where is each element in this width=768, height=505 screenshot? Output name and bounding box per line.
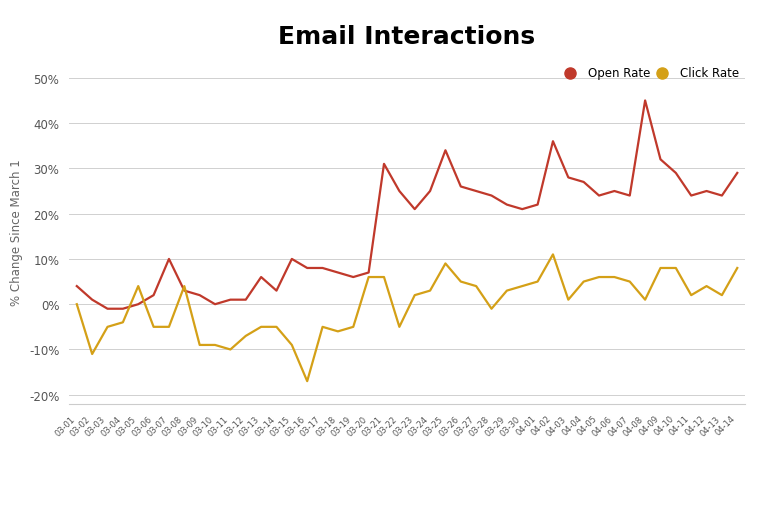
Click Rate [594,274,604,280]
Open Rate [733,171,742,177]
Open Rate [164,257,174,263]
Click Rate [333,329,343,335]
Open Rate [410,207,419,213]
Click Rate [579,279,588,285]
Click Rate [180,283,189,289]
Open Rate [333,270,343,276]
Open Rate [379,162,389,168]
Click Rate [88,351,97,358]
Open Rate [472,188,481,194]
Click Rate [641,297,650,303]
Click Rate [733,266,742,272]
Click Rate [717,292,727,298]
Click Rate [226,347,235,353]
Open Rate [149,292,158,298]
Open Rate [287,257,296,263]
Click Rate [241,333,250,339]
Open Rate [303,266,312,272]
Click Rate [564,297,573,303]
Line: Open Rate: Open Rate [77,102,737,309]
Click Rate [687,292,696,298]
Open Rate [364,270,373,276]
Legend: Open Rate, Click Rate: Open Rate, Click Rate [571,67,739,79]
Click Rate [349,324,358,330]
Click Rate [671,266,680,272]
Click Rate [625,279,634,285]
Open Rate [103,306,112,312]
Click Rate [456,279,465,285]
Open Rate [594,193,604,199]
Click Rate [210,342,220,348]
Click Rate [379,274,389,280]
Open Rate [502,202,511,208]
Click Rate [72,301,81,308]
Open Rate [395,188,404,194]
Click Rate [364,274,373,280]
Open Rate [610,188,619,194]
Open Rate [425,188,435,194]
Title: Email Interactions: Email Interactions [279,25,535,49]
Click Rate [118,320,127,326]
Open Rate [564,175,573,181]
Click Rate [702,283,711,289]
Open Rate [210,301,220,308]
Open Rate [241,297,250,303]
Click Rate [103,324,112,330]
Click Rate [487,306,496,312]
Click Rate [134,283,143,289]
Open Rate [72,283,81,289]
Open Rate [441,148,450,154]
Open Rate [548,139,558,145]
Open Rate [579,180,588,186]
Click Rate [472,283,481,289]
Open Rate [487,193,496,199]
Open Rate [671,171,680,177]
Open Rate [134,301,143,308]
Open Rate [625,193,634,199]
Open Rate [257,274,266,280]
Open Rate [318,266,327,272]
Click Rate [610,274,619,280]
Click Rate [410,292,419,298]
Click Rate [395,324,404,330]
Click Rate [318,324,327,330]
Open Rate [272,288,281,294]
Open Rate [456,184,465,190]
Open Rate [641,98,650,105]
Click Rate [149,324,158,330]
Open Rate [702,188,711,194]
Open Rate [687,193,696,199]
Click Rate [518,283,527,289]
Click Rate [272,324,281,330]
Open Rate [195,292,204,298]
Click Rate [257,324,266,330]
Line: Click Rate: Click Rate [77,255,737,381]
Open Rate [717,193,727,199]
Open Rate [349,274,358,280]
Y-axis label: % Change Since March 1: % Change Since March 1 [11,159,24,306]
Click Rate [425,288,435,294]
Click Rate [287,342,296,348]
Click Rate [303,378,312,384]
Open Rate [118,306,127,312]
Open Rate [656,157,665,163]
Click Rate [656,266,665,272]
Open Rate [518,207,527,213]
Open Rate [226,297,235,303]
Click Rate [441,261,450,267]
Click Rate [164,324,174,330]
Click Rate [548,252,558,258]
Click Rate [195,342,204,348]
Click Rate [502,288,511,294]
Click Rate [533,279,542,285]
Open Rate [533,202,542,208]
Open Rate [180,288,189,294]
Open Rate [88,297,97,303]
